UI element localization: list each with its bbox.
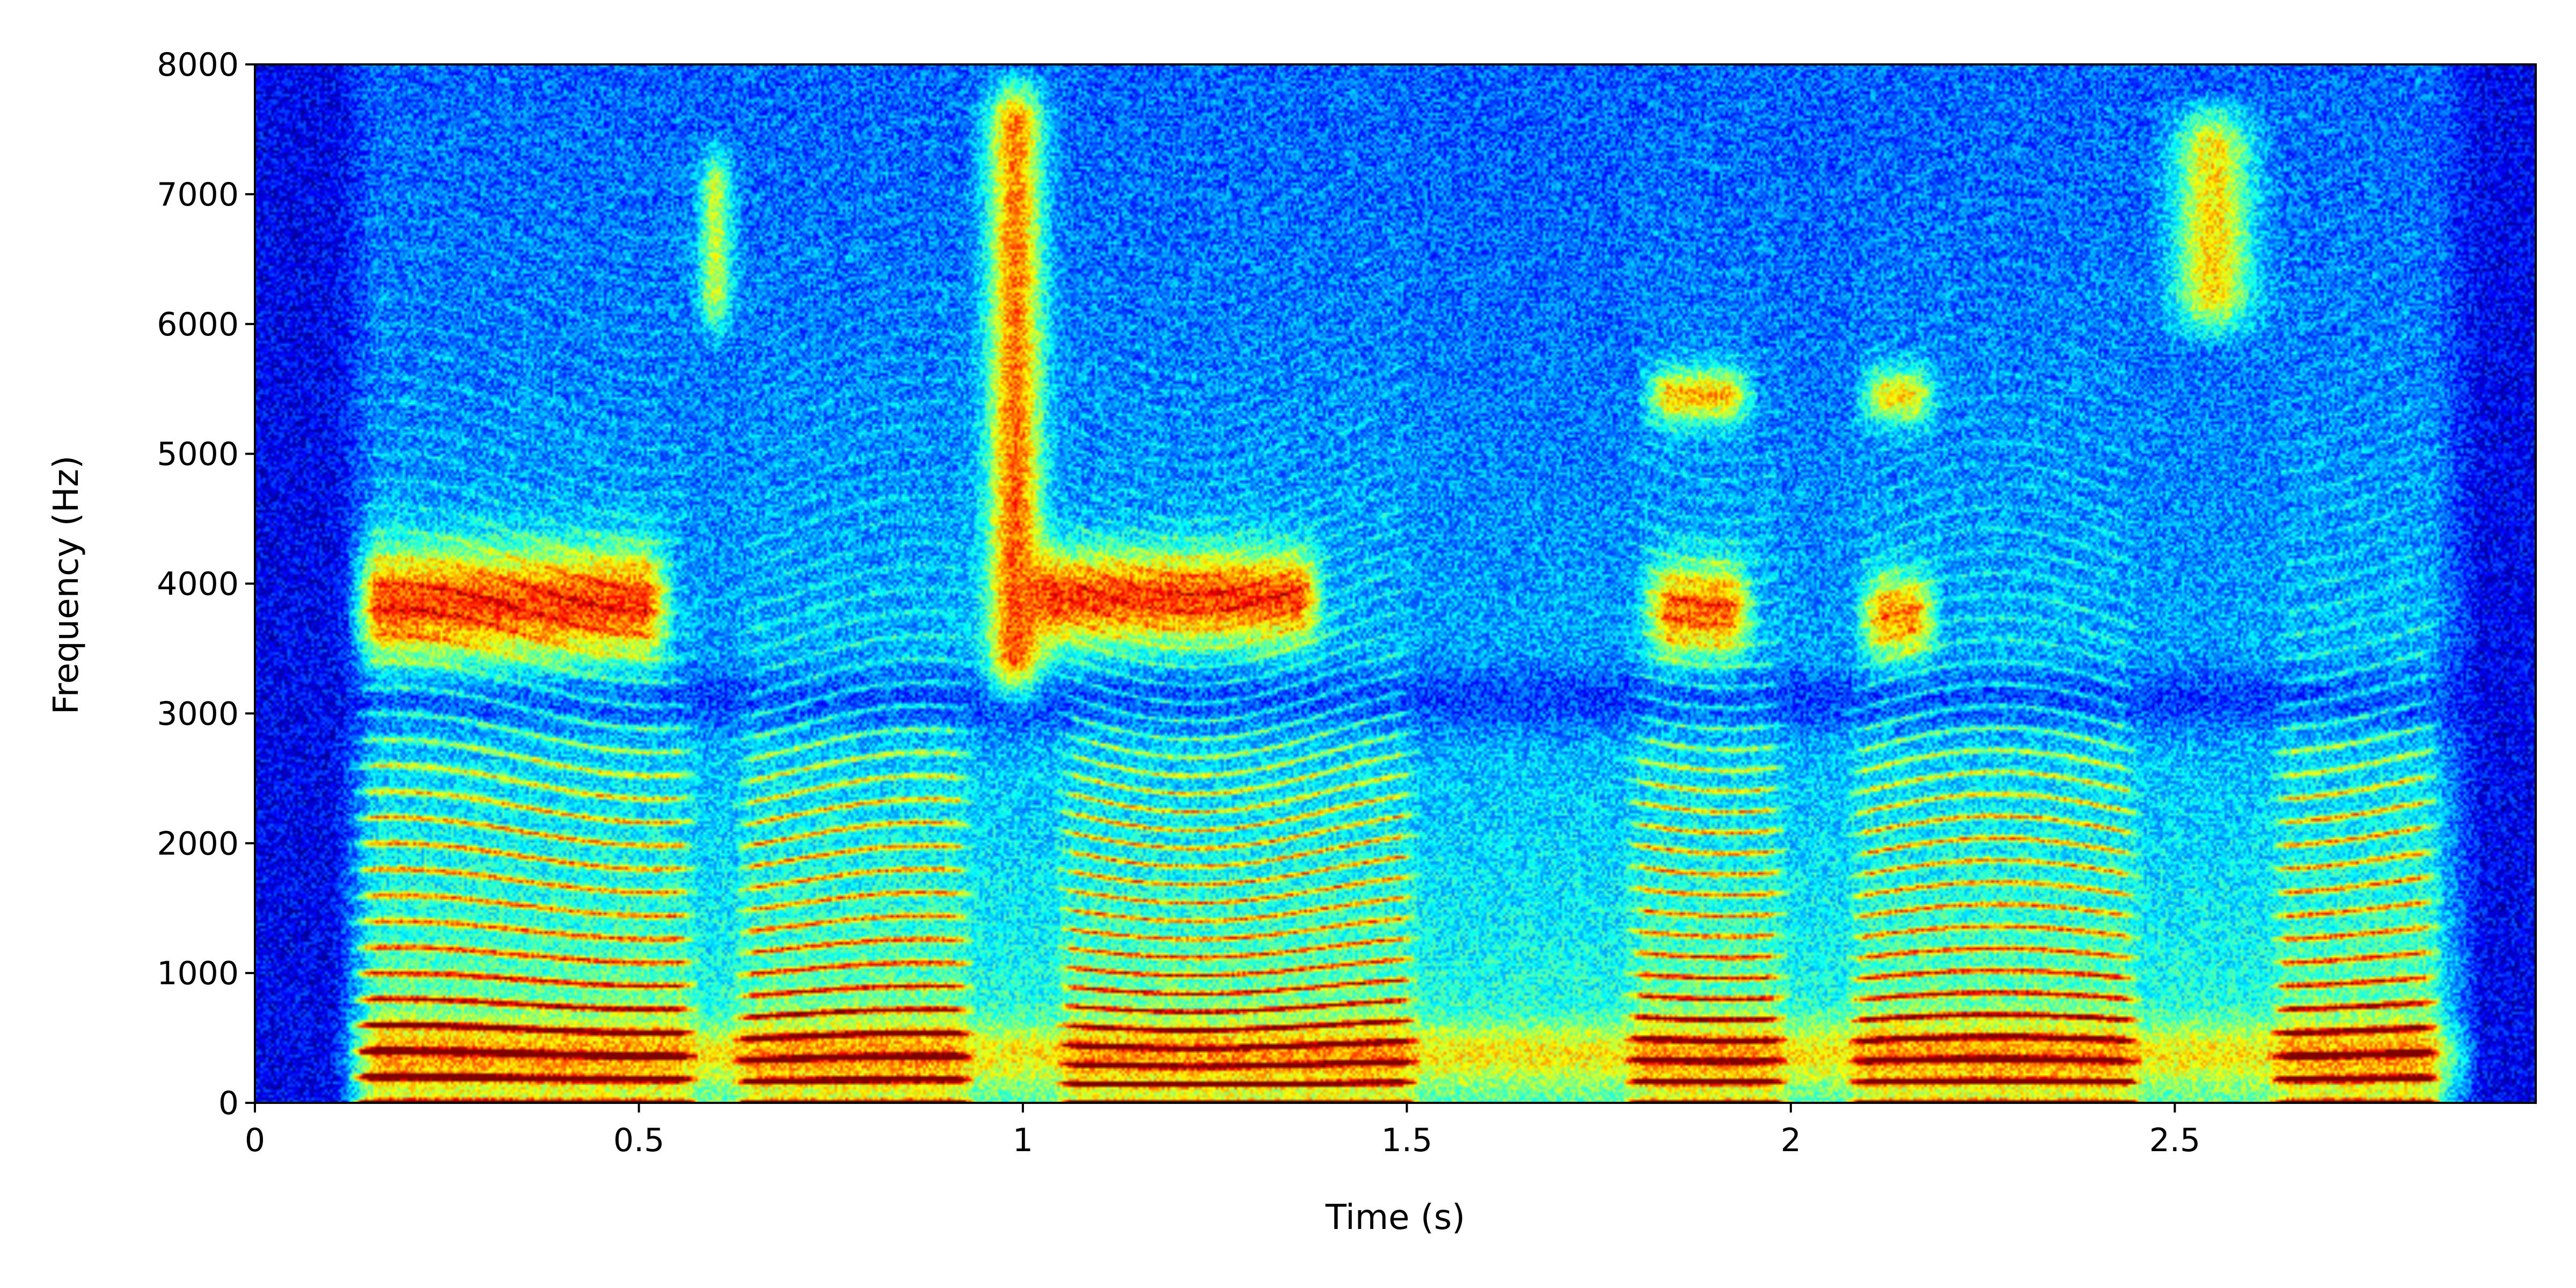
- y-tick-label: 8000: [157, 46, 239, 84]
- y-tick-label: 2000: [157, 825, 239, 862]
- x-tick-label: 1.5: [1381, 1122, 1432, 1159]
- x-tick-label: 1: [1013, 1122, 1033, 1159]
- y-tick-label: 6000: [157, 306, 239, 343]
- y-axis-ticks: 0 1000 2000 3000 4000 5000 6000 7000 8000: [157, 46, 255, 1122]
- x-tick-label: 0.5: [613, 1122, 664, 1159]
- y-tick-label: 5000: [157, 436, 239, 473]
- spectrogram-image-holder: [255, 64, 2536, 1103]
- y-tick-label: 3000: [157, 695, 239, 733]
- y-axis-label: Frequency (Hz): [47, 456, 86, 715]
- y-tick-label: 1000: [157, 955, 239, 992]
- x-axis-label: Time (s): [1325, 1198, 1465, 1238]
- y-tick-label: 7000: [157, 176, 239, 214]
- y-tick-label: 0: [218, 1085, 239, 1122]
- x-axis-ticks: 0 0.5 1 1.5 2 2.5: [245, 1103, 2200, 1159]
- x-tick-label: 0: [245, 1122, 265, 1159]
- y-tick-label: 4000: [157, 566, 239, 603]
- spectrogram-heatmap: [255, 64, 2536, 1103]
- x-tick-label: 2: [1781, 1122, 1801, 1159]
- x-tick-label: 2.5: [2149, 1122, 2200, 1159]
